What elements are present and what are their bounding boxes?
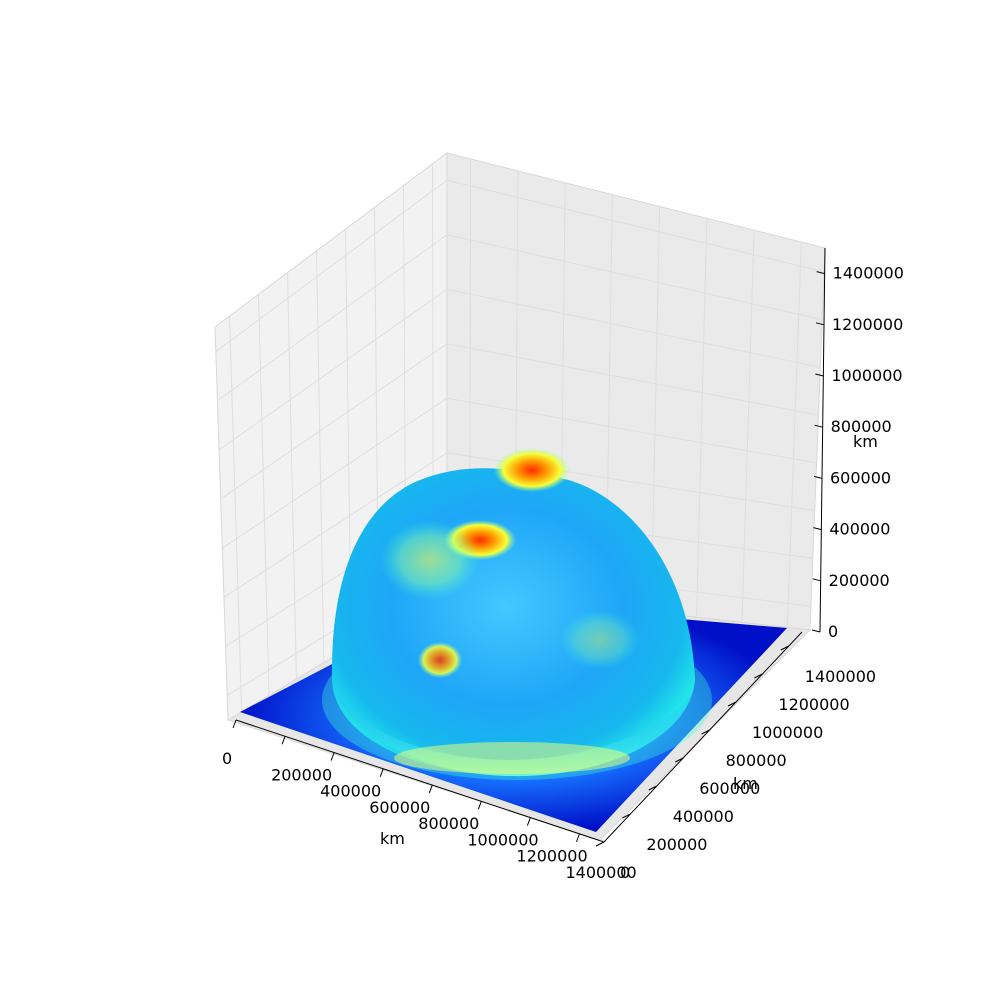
y-tick-mark	[622, 813, 631, 819]
x-tick-mark	[281, 736, 286, 745]
grid-line	[786, 242, 802, 628]
x-axis-label: km	[380, 829, 405, 848]
grid-line	[446, 234, 823, 321]
x-tick-label: 1000000	[467, 830, 538, 849]
grid-line	[446, 343, 819, 416]
x-tick-mark	[526, 817, 531, 826]
x-tick-mark	[428, 784, 433, 794]
y-tick-label: 400000	[673, 807, 734, 826]
grid-line	[258, 294, 270, 696]
y-axis-label: km	[733, 774, 758, 793]
grid-line	[229, 316, 243, 712]
z-tick-label: 1400000	[833, 264, 904, 283]
x-tick-mark	[575, 833, 580, 843]
y-tick-mark	[701, 729, 710, 735]
z-tick-mark	[814, 424, 823, 428]
y-tick-mark	[754, 673, 763, 679]
grid-line	[446, 288, 821, 368]
grid-line	[215, 179, 448, 352]
x-tick-label: 800000	[418, 814, 479, 833]
grid-line	[223, 452, 448, 598]
grid-line	[220, 343, 448, 500]
grid-line	[650, 206, 661, 613]
y-tick-label: 1400000	[805, 667, 876, 686]
z-tick-label: 1000000	[831, 366, 902, 385]
y-tick-mark	[674, 757, 684, 763]
x-tick-mark	[477, 801, 482, 810]
dome-rim-glow	[394, 742, 630, 774]
grid-line	[696, 218, 708, 618]
y-tick-mark	[780, 645, 790, 651]
x-tick-mark	[330, 752, 335, 761]
x-tick-label: 1200000	[516, 847, 587, 866]
hot-spot-peak	[494, 448, 570, 492]
z-tick-mark	[816, 271, 825, 275]
x-tick-label: 200000	[271, 765, 332, 784]
z-tick-mark	[815, 322, 825, 326]
y-tick-label: 800000	[726, 751, 787, 770]
grid-line	[446, 179, 825, 273]
hot-spot-lower	[418, 642, 462, 678]
grid-line	[287, 272, 297, 680]
x-tick-label: 600000	[369, 798, 430, 817]
y-tick-label: 1000000	[752, 723, 823, 742]
y-tick-label: 600000	[699, 779, 760, 798]
y-axis-line	[603, 631, 803, 843]
z-tick-mark	[811, 629, 821, 633]
grid-line	[218, 288, 448, 451]
y-tick-label: 1200000	[778, 695, 849, 714]
z-ticks: 0 200000 400000 600000 800000 1000000 1200000 1…	[811, 264, 904, 641]
z-tick-label: 200000	[829, 571, 890, 590]
z-tick-mark	[813, 527, 822, 531]
z-tick-mark	[813, 475, 823, 479]
z-axis-line	[819, 247, 826, 633]
warm-patch-b	[560, 610, 640, 670]
x-tick-label: 400000	[320, 782, 381, 801]
z-tick-mark	[815, 373, 824, 377]
grid-line	[222, 397, 448, 549]
z-tick-label: 800000	[831, 417, 892, 436]
y-tick-mark	[648, 785, 658, 791]
x-ticks: 0 200000400000600000800000100000012000001…	[222, 719, 637, 882]
grid-line	[217, 234, 448, 402]
x-tick-label: 1400000	[565, 863, 636, 882]
y-tick-label: 0	[620, 863, 630, 882]
grid-line	[316, 250, 325, 663]
y-ticks: 0 200000 400000 600000 800000 1000000 1200000 1…	[595, 645, 876, 882]
z-tick-label: 400000	[829, 520, 890, 539]
z-axis-label: km	[853, 432, 878, 451]
z-tick-label: 1200000	[832, 315, 903, 334]
y-tick-label: 200000	[646, 835, 707, 854]
z-tick-label: 600000	[830, 468, 891, 487]
x-tick-mark	[379, 768, 384, 777]
x-tick-mark	[232, 719, 237, 729]
grid-line	[741, 230, 755, 623]
z-tick-label: 0	[828, 622, 838, 641]
y-tick-mark	[727, 701, 737, 707]
warm-patch-a	[380, 520, 480, 600]
grid-line	[446, 397, 817, 464]
x-tick-label: 0	[222, 749, 232, 768]
z-tick-mark	[812, 578, 821, 582]
x-axis-line	[235, 719, 605, 843]
y-tick-mark	[595, 841, 605, 847]
